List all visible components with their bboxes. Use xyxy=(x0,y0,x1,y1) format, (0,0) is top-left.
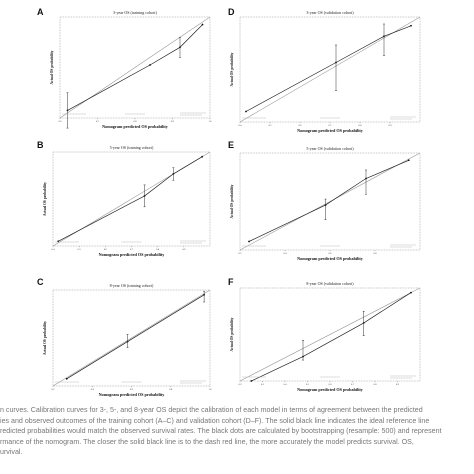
x-tick-label: 0.7 xyxy=(329,124,333,127)
x-tick-label: 0.5 xyxy=(269,124,273,127)
ideal-reference-line xyxy=(239,287,421,382)
calibration-line xyxy=(58,156,203,242)
x-tick-label: 0.6 xyxy=(104,248,108,251)
x-tick-label: 0.4 xyxy=(284,383,288,386)
x-tick-label: 0.9 xyxy=(182,248,186,251)
x-tick-label: 0.3 xyxy=(261,383,265,386)
calibration-point xyxy=(65,377,68,380)
x-tick-label: 0.7 xyxy=(130,248,134,251)
x-tick-label: 1.0 xyxy=(209,120,213,123)
x-tick-label: 0.9 xyxy=(396,383,400,386)
x-tick-label: 0.8 xyxy=(374,383,378,386)
x-tick-label: 0.4 xyxy=(239,124,243,127)
panel-b: B 5-year OS (training cohort) Nomogram pre… xyxy=(37,140,211,257)
y-axis-label: Actual OS probability xyxy=(230,52,234,86)
panel-letter: D xyxy=(228,7,235,17)
x-tick-label: 1.0 xyxy=(209,388,213,391)
chart-title: 3-year OS (training cohort) xyxy=(113,10,157,15)
calibration-point xyxy=(248,240,250,243)
x-tick-label: 0.8 xyxy=(374,252,378,255)
calibration-line xyxy=(245,25,412,112)
x-tick-label: 0.4 xyxy=(52,248,56,251)
x-tick-label: 0.4 xyxy=(91,388,95,391)
plot-frame xyxy=(239,287,421,382)
x-axis-label: Nomogram predicted OS probability xyxy=(297,128,364,133)
chart-title: 5-year OS (validation cohort) xyxy=(306,146,354,151)
calibration-point xyxy=(410,24,412,27)
panel-f: F 8-year OS (validation cohort) Nomogram p… xyxy=(228,277,421,392)
calibration-point xyxy=(410,291,412,294)
x-tick-label: 0.8 xyxy=(156,248,160,251)
calibration-point xyxy=(245,110,247,113)
x-tick-label: 0.2 xyxy=(52,388,56,391)
panel-letter: A xyxy=(37,7,44,17)
x-axis-label: Nomogram predicted OS probability xyxy=(102,124,169,129)
chart-title: 8-year OS (validation cohort) xyxy=(306,281,354,286)
calibration-point xyxy=(250,380,253,382)
chart-title: 5-year OS (training cohort) xyxy=(110,145,154,150)
panel-letter: F xyxy=(228,277,234,287)
x-tick-label: 0.2 xyxy=(239,383,243,386)
ideal-reference-line xyxy=(239,152,421,251)
panel-letter: C xyxy=(37,277,44,287)
ideal-reference-line xyxy=(52,289,211,387)
ideal-reference-line xyxy=(239,16,421,123)
y-axis-label: Actual OS probability xyxy=(43,321,47,355)
x-tick-label: 0.6 xyxy=(59,120,63,123)
figure-caption: n curves. Calibration curves for 3-, 5-,… xyxy=(0,406,442,457)
x-tick-label: 0.6 xyxy=(329,383,333,386)
calibration-line xyxy=(251,292,412,382)
calibration-point xyxy=(201,23,204,26)
chart-title: 3-year OS (validation cohort) xyxy=(306,10,354,15)
y-axis-label: Actual OS probability xyxy=(43,182,47,216)
calibration-point xyxy=(149,64,151,66)
y-axis-label: Actual OS probability xyxy=(50,50,54,84)
x-tick-label: 0.6 xyxy=(130,388,134,391)
panel-letter: B xyxy=(37,140,44,150)
ideal-reference-line xyxy=(59,16,211,119)
panel-letter: E xyxy=(228,140,234,150)
calibration-point xyxy=(57,240,60,243)
panel-c: C 8-year OS (training cohort) Nomogram pre… xyxy=(37,277,212,397)
plot-frame xyxy=(59,16,211,119)
x-tick-label: 0.7 xyxy=(351,383,355,386)
x-tick-label: 0.5 xyxy=(78,248,82,251)
y-axis-label: Actual OS probability xyxy=(230,317,234,351)
calibration-point xyxy=(407,159,410,162)
x-tick-label: 0.8 xyxy=(359,124,363,127)
calibration-line xyxy=(67,24,203,111)
x-tick-label: 0.9 xyxy=(389,124,393,127)
x-axis-label: Nomogram predicted OS probability xyxy=(99,252,166,257)
x-tick-label: 0.6 xyxy=(329,252,333,255)
chart-title: 8-year OS (training cohort) xyxy=(110,283,154,288)
x-axis-label: Nomogram predicted OS probability xyxy=(99,392,166,397)
x-axis-label: Nomogram predicted OS probability xyxy=(297,256,364,261)
panel-e: E 5-year OS (validation cohort) Nomogram p… xyxy=(228,140,421,261)
y-axis-label: Actual OS probability xyxy=(230,184,234,218)
calibration-line xyxy=(66,294,205,380)
x-tick-label: 0.8 xyxy=(134,120,138,123)
x-tick-label: 0.5 xyxy=(306,383,310,386)
x-tick-label: 0.7 xyxy=(96,120,100,123)
panel-d: D 3-year OS (validation cohort) Nomogram p… xyxy=(228,7,421,133)
panel-a: A 3-year OS (training cohort) Nomogram pre… xyxy=(37,7,212,129)
x-tick-label: 0.2 xyxy=(239,252,243,255)
plot-frame xyxy=(52,151,211,247)
calibration-line xyxy=(248,159,409,242)
x-tick-label: 0.8 xyxy=(169,388,173,391)
calibration-point xyxy=(201,155,204,158)
x-tick-label: 0.4 xyxy=(284,252,288,255)
x-axis-label: Nomogram predicted OS probability xyxy=(297,387,364,392)
x-tick-label: 0.6 xyxy=(299,124,303,127)
calibration-figure: A 3-year OS (training cohort) Nomogram pre… xyxy=(37,7,421,397)
x-tick-label: 0.9 xyxy=(171,120,175,123)
